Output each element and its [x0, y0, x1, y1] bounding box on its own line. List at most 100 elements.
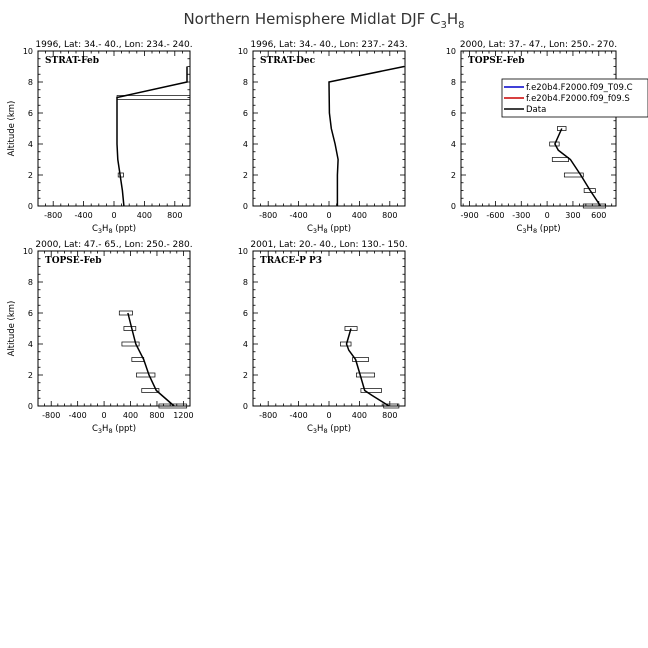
panels-group: 1996, Lat: 34.- 40., Lon: 234.- 240. STRA…: [7, 40, 648, 435]
x-axis-label-part: 3: [98, 427, 102, 435]
x-tick-label: 600: [591, 211, 606, 220]
y-tick-label: 6: [451, 109, 456, 118]
y-tick-label: 8: [451, 78, 456, 87]
x-tick-label: 1200: [173, 411, 193, 420]
x-tick-label: 0: [102, 411, 107, 420]
y-tick-label: 8: [28, 78, 33, 87]
y-tick-label: 0: [28, 402, 33, 411]
panel-label: TRACE-P P3: [260, 256, 322, 266]
series-line-data: [116, 66, 188, 207]
y-tick-label: 2: [28, 171, 33, 180]
x-tick-label: -300: [512, 211, 530, 220]
x-axis-label-part: (ppt): [113, 224, 136, 234]
series-line-data: [345, 328, 390, 407]
x-tick-label: 800: [149, 411, 164, 420]
x-tick-label: 300: [565, 211, 580, 220]
series-line-data: [127, 312, 175, 407]
y-tick-label: 0: [28, 202, 33, 211]
x-tick-label: 800: [382, 411, 397, 420]
plot-frame: [37, 50, 191, 207]
x-axis-label: C3H8 (ppt): [92, 424, 136, 435]
x-tick-label: 0: [545, 211, 550, 220]
x-tick-label: -800: [44, 211, 62, 220]
x-axis-label-part: 8: [323, 427, 327, 435]
error-bar: [557, 126, 567, 131]
x-tick-label: 400: [352, 211, 367, 220]
y-tick-label: 10: [446, 47, 456, 56]
y-tick-label: 0: [451, 202, 456, 211]
x-tick-label: 0: [326, 411, 331, 420]
x-axis-label-part: 8: [323, 227, 327, 235]
x-tick-label: 400: [123, 411, 138, 420]
y-tick-label: 10: [23, 47, 33, 56]
x-tick-label: -400: [75, 211, 93, 220]
x-tick-label: 0: [326, 211, 331, 220]
y-tick-label: 2: [451, 171, 456, 180]
panel-header: 2001, Lat: 20.- 40., Lon: 130.- 150.: [250, 240, 407, 250]
error-bar: [549, 141, 560, 147]
y-tick-label: 8: [243, 78, 248, 87]
x-axis-label-part: H: [317, 424, 323, 434]
y-tick-label: 0: [243, 202, 248, 211]
y-tick-label: 10: [23, 247, 33, 256]
panel-4: 2000, Lat: 47.- 65., Lon: 250.- 280. TOPS…: [7, 240, 194, 435]
x-axis-label-part: 8: [533, 227, 537, 235]
x-axis-label-part: (ppt): [113, 424, 136, 434]
panel-5: 2001, Lat: 20.- 40., Lon: 130.- 150. TRAC…: [238, 240, 408, 435]
x-tick-label: -800: [259, 411, 277, 420]
error-bar: [360, 388, 382, 393]
error-bar: [131, 357, 145, 362]
error-bar: [352, 357, 369, 362]
x-axis-label-part: H: [317, 224, 323, 234]
panel-header: 2000, Lat: 37.- 47., Lon: 250.- 270.: [460, 40, 617, 50]
x-tick-label: -800: [42, 411, 60, 420]
x-axis-label-part: H: [102, 424, 108, 434]
y-tick-label: 2: [243, 371, 248, 380]
x-axis-label-part: (ppt): [328, 424, 351, 434]
error-bar: [340, 341, 352, 347]
panel-3: 2000, Lat: 37.- 47., Lon: 250.- 270. TOPS…: [446, 40, 617, 235]
y-tick-label: 2: [28, 371, 33, 380]
y-tick-label: 10: [238, 47, 248, 56]
panel-label: STRAT-Feb: [45, 56, 99, 66]
x-axis-label: C3H8 (ppt): [307, 424, 351, 435]
panel-1: 1996, Lat: 34.- 40., Lon: 234.- 240. STRA…: [7, 40, 193, 235]
y-tick-label: 4: [243, 140, 248, 149]
x-axis-label-part: (ppt): [537, 224, 560, 234]
figure-title-tail: H: [447, 10, 458, 28]
error-bar: [563, 172, 584, 178]
x-axis-label: C3H8 (ppt): [307, 224, 351, 235]
y-tick-label: 6: [28, 309, 33, 318]
y-tick-label: 2: [243, 171, 248, 180]
x-tick-label: -800: [259, 211, 277, 220]
y-tick-label: 6: [28, 109, 33, 118]
legend: f.e20b4.F2000.f09_T09.Cf.e20b4.F2000.f09…: [501, 78, 648, 118]
x-tick-label: -600: [486, 211, 504, 220]
x-axis-label-part: C: [92, 424, 98, 434]
figure-title: Northern Hemisphere Midlat DJF C3H8: [183, 10, 464, 31]
x-axis-label: C3H8 (ppt): [92, 224, 136, 235]
legend-label: f.e20b4.F2000.f09_T09.C: [526, 83, 633, 93]
x-tick-label: 800: [167, 211, 182, 220]
error-bar: [582, 203, 607, 209]
y-tick-label: 6: [243, 109, 248, 118]
x-tick-label: 800: [382, 211, 397, 220]
y-tick-label: 8: [243, 278, 248, 287]
x-axis-label-part: 3: [313, 427, 317, 435]
panel-label: TOPSE-Feb: [468, 56, 524, 66]
x-axis-label-part: 8: [108, 227, 112, 235]
error-bar: [118, 310, 133, 316]
y-tick-label: 4: [28, 340, 33, 349]
y-tick-label: 6: [243, 309, 248, 318]
x-tick-label: 0: [111, 211, 116, 220]
figure-title-main: Northern Hemisphere Midlat DJF C: [183, 10, 440, 28]
x-tick-label: 400: [352, 411, 367, 420]
panel-header: 2000, Lat: 47.- 65., Lon: 250.- 280.: [35, 240, 192, 250]
error-bar: [356, 372, 375, 378]
x-tick-label: -900: [461, 211, 479, 220]
figure-title-sub: 3: [441, 20, 447, 31]
y-tick-label: 4: [243, 340, 248, 349]
x-axis-label-part: 3: [98, 227, 102, 235]
y-axis-label: Altitude (km): [7, 301, 17, 357]
x-tick-label: -400: [69, 411, 87, 420]
